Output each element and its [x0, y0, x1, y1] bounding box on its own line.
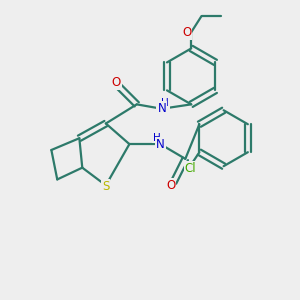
Text: O: O [166, 179, 175, 192]
Text: H: H [161, 98, 169, 109]
Text: N: N [156, 138, 165, 151]
Text: N: N [158, 102, 166, 115]
Text: O: O [112, 76, 121, 89]
Text: S: S [102, 180, 110, 193]
Text: O: O [182, 26, 191, 39]
Text: Cl: Cl [185, 162, 197, 175]
Text: H: H [153, 133, 160, 142]
